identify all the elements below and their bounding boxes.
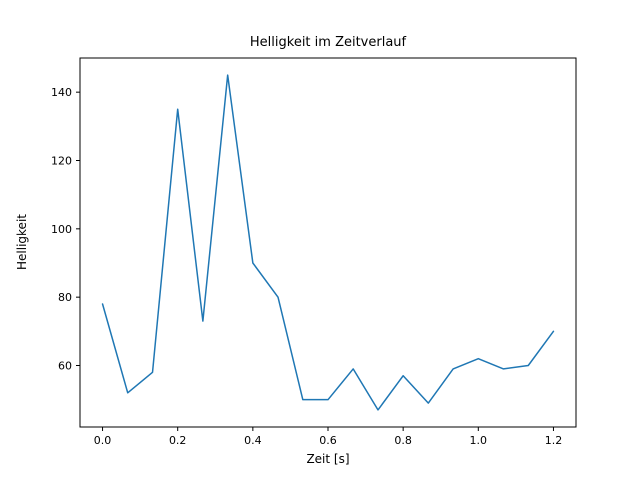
y-axis-label: Helligkeit: [15, 214, 29, 270]
data-line: [101, 74, 555, 411]
x-axis-label: Zeit [s]: [306, 452, 350, 466]
x-tick-label: 0.8: [394, 434, 412, 447]
x-tick-label: 1.2: [545, 434, 563, 447]
y-tick-label: 60: [58, 360, 72, 373]
chart-title: Helligkeit im Zeitverlauf: [249, 35, 407, 50]
x-tick-label: 1.0: [470, 434, 488, 447]
x-tick-label: 0.4: [244, 434, 262, 447]
plot-frame: [79, 57, 577, 428]
y-tick-label: 80: [58, 291, 72, 304]
x-tick-label: 0.2: [169, 434, 187, 447]
y-tick-label: 120: [51, 155, 72, 168]
y-tick-label: 100: [51, 223, 72, 236]
y-tick-label: 140: [51, 86, 72, 99]
x-tick-label: 0.0: [94, 434, 112, 447]
x-tick-label: 0.6: [319, 434, 337, 447]
